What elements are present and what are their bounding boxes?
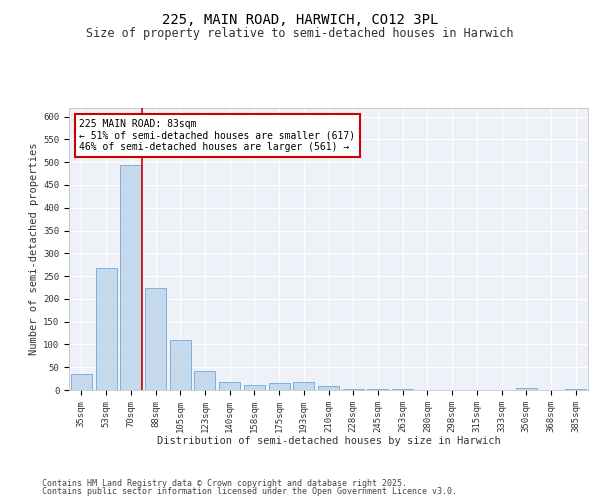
Bar xyxy=(516,388,537,390)
Bar xyxy=(392,389,413,390)
Bar xyxy=(194,371,215,390)
Text: Size of property relative to semi-detached houses in Harwich: Size of property relative to semi-detach… xyxy=(86,28,514,40)
Bar xyxy=(120,166,141,390)
Text: 225, MAIN ROAD, HARWICH, CO12 3PL: 225, MAIN ROAD, HARWICH, CO12 3PL xyxy=(162,12,438,26)
Text: 225 MAIN ROAD: 83sqm
← 51% of semi-detached houses are smaller (617)
46% of semi: 225 MAIN ROAD: 83sqm ← 51% of semi-detac… xyxy=(79,119,356,152)
Text: Contains HM Land Registry data © Crown copyright and database right 2025.: Contains HM Land Registry data © Crown c… xyxy=(42,478,407,488)
Bar xyxy=(269,383,290,390)
Bar xyxy=(565,388,586,390)
Bar xyxy=(219,382,240,390)
Y-axis label: Number of semi-detached properties: Number of semi-detached properties xyxy=(29,142,39,355)
Bar xyxy=(145,288,166,390)
X-axis label: Distribution of semi-detached houses by size in Harwich: Distribution of semi-detached houses by … xyxy=(157,436,500,446)
Bar xyxy=(293,382,314,390)
Bar xyxy=(95,268,116,390)
Bar xyxy=(170,340,191,390)
Text: Contains public sector information licensed under the Open Government Licence v3: Contains public sector information licen… xyxy=(42,487,457,496)
Bar xyxy=(343,388,364,390)
Bar xyxy=(244,386,265,390)
Bar xyxy=(367,389,388,390)
Bar xyxy=(71,374,92,390)
Bar xyxy=(318,386,339,390)
